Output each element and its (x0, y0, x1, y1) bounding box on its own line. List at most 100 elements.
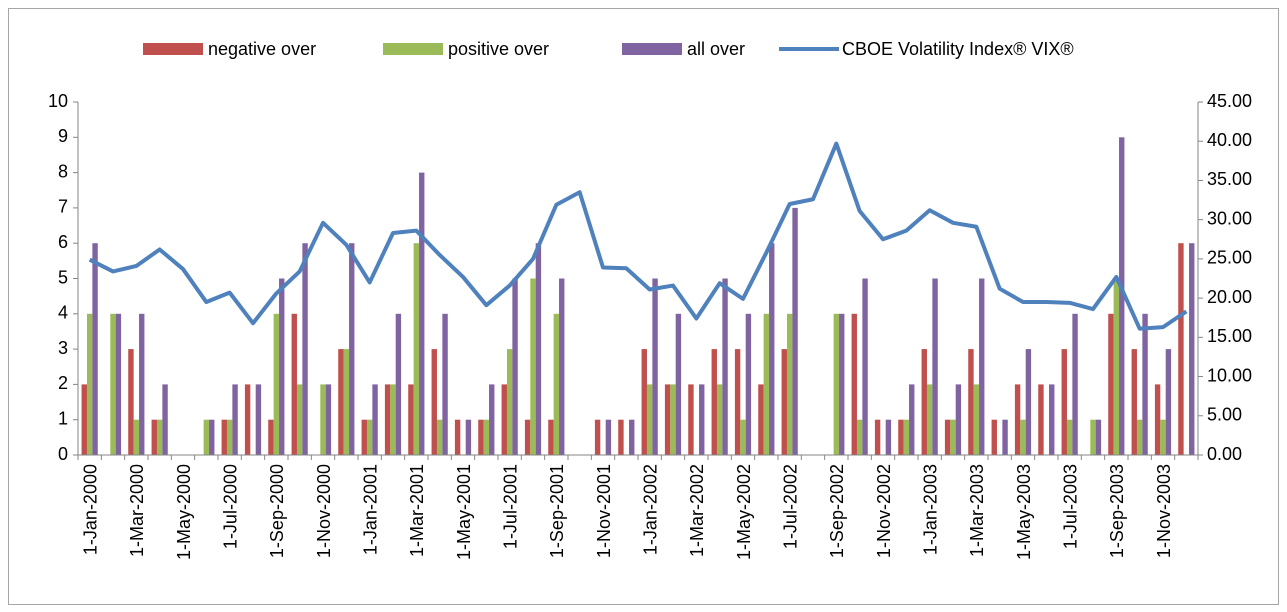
bar (734, 349, 741, 455)
bar (512, 278, 518, 455)
bar (1119, 137, 1125, 456)
y-tick-label: 8 (58, 161, 68, 181)
bar (1154, 384, 1161, 455)
y2-tick-label: 0.00 (1207, 444, 1242, 464)
y-tick-label: 5 (58, 267, 68, 287)
bar (506, 349, 513, 455)
bar (851, 313, 857, 455)
bar (1038, 384, 1044, 455)
bar (1002, 419, 1008, 455)
y-tick-label: 4 (58, 303, 68, 323)
bar (535, 243, 542, 455)
bar (244, 384, 251, 455)
bar (1090, 419, 1096, 455)
bar (483, 419, 490, 455)
x-tick-label: 1-Jul-2002 (780, 464, 800, 549)
chart-border (8, 8, 1279, 605)
bar (489, 384, 495, 455)
x-tick-label: 1-Mar-2003 (967, 464, 987, 557)
bar (81, 384, 87, 455)
bar (991, 419, 997, 455)
y2-tick-label: 45.00 (1207, 91, 1252, 111)
bar (209, 419, 215, 455)
y-tick-label: 6 (58, 232, 68, 252)
x-tick-label: 1-Jan-2002 (640, 464, 660, 555)
y2-tick-label: 30.00 (1207, 208, 1252, 228)
bar (478, 419, 484, 455)
bar (273, 313, 280, 455)
bar (1066, 419, 1073, 455)
bar (1160, 419, 1166, 455)
bar (885, 419, 892, 455)
y2-tick-label: 35.00 (1207, 169, 1252, 189)
bar (436, 419, 443, 455)
bar (372, 384, 378, 455)
bar (1049, 384, 1055, 455)
bar (786, 313, 793, 455)
y2-tick-label: 25.00 (1207, 248, 1252, 268)
bar (530, 278, 536, 455)
bar (338, 349, 344, 455)
bar (973, 384, 980, 455)
x-tick-label: 1-Nov-2003 (1154, 464, 1174, 558)
bar (699, 384, 705, 455)
bar (1072, 313, 1078, 455)
y-tick-label: 0 (58, 444, 68, 464)
line-series (88, 141, 1188, 331)
bar (675, 313, 682, 455)
bar (419, 172, 425, 455)
x-tick-label: 1-Sep-2000 (267, 464, 287, 558)
bar (979, 278, 985, 455)
x-tick-label: 1-Nov-2001 (594, 464, 614, 558)
bar (839, 313, 845, 455)
bar (1165, 349, 1172, 455)
bar (548, 419, 554, 455)
legend-swatch (622, 43, 682, 55)
x-tick-label: 1-May-2002 (734, 464, 754, 560)
bar (291, 313, 297, 455)
bar (133, 419, 140, 455)
legend-label: CBOE Volatility Index® VIX® (842, 39, 1074, 59)
y-tick-label: 7 (58, 197, 68, 217)
bar (390, 384, 396, 455)
bar (559, 278, 565, 455)
bar (944, 419, 951, 455)
bar (856, 419, 863, 455)
bar (343, 349, 350, 455)
bar (769, 243, 775, 455)
x-tick-label: 1-May-2001 (454, 464, 474, 560)
bar (221, 419, 227, 455)
bar (349, 243, 355, 455)
y2-tick-label: 15.00 (1207, 326, 1252, 346)
bar (553, 313, 560, 455)
bar (629, 419, 635, 455)
bar (268, 419, 274, 455)
bar (156, 419, 163, 455)
bar (792, 207, 798, 455)
bar (968, 349, 974, 455)
bar (413, 243, 420, 455)
bar (758, 384, 764, 455)
bar (932, 278, 938, 455)
bar (909, 384, 915, 455)
bar (1178, 243, 1184, 455)
bar (366, 419, 373, 455)
bar (115, 313, 122, 455)
bar (1014, 384, 1021, 455)
y-tick-label: 2 (58, 373, 68, 393)
bar (431, 349, 437, 455)
bar (903, 419, 910, 455)
bar (325, 384, 332, 455)
bar (833, 313, 840, 455)
bar (781, 349, 787, 455)
bar (162, 384, 168, 455)
legend-label: negative over (208, 39, 316, 59)
bar (395, 313, 402, 455)
x-tick-label: 1-Nov-2002 (874, 464, 894, 558)
y-tick-label: 9 (58, 126, 68, 146)
legend-swatch (143, 43, 203, 55)
x-tick-label: 1-Jan-2000 (80, 464, 100, 555)
bar (1142, 313, 1148, 455)
bar (1136, 419, 1143, 455)
